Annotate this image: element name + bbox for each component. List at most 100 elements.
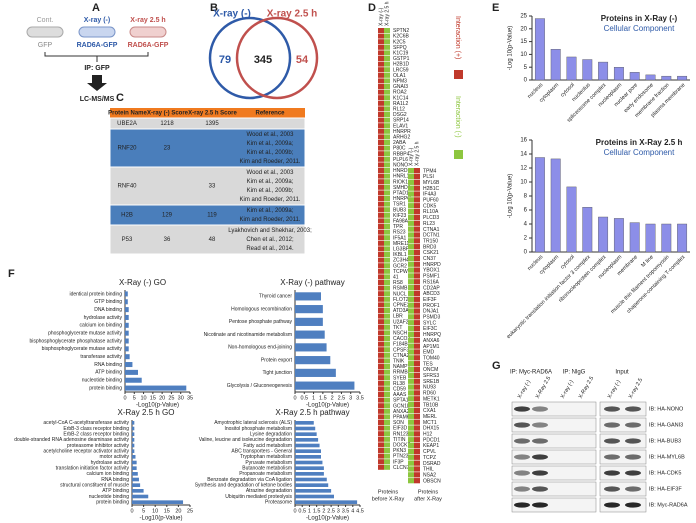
table-cell: RNF20 <box>117 146 137 152</box>
heatmap-cell <box>408 337 414 343</box>
heatmap-cell <box>414 448 420 455</box>
y-tick-label: Amyotrophic lateral sclerosis (ALS) <box>214 420 292 426</box>
y-tick-label: Lysine degradation <box>250 431 292 437</box>
heatmap-cell <box>408 478 414 484</box>
bar <box>566 186 577 253</box>
caption: after X-Ray <box>414 496 442 502</box>
table-cell: Read et al., 2014. <box>246 246 294 252</box>
group-header: IP: NlgG <box>563 370 586 376</box>
bar <box>125 354 130 360</box>
band <box>625 406 641 412</box>
heatmap-cell <box>414 249 420 256</box>
caption: Proteins <box>378 489 398 495</box>
heatmap-cell <box>378 285 384 291</box>
bar <box>677 75 688 81</box>
x-tick-label: 0 <box>293 395 296 401</box>
bar <box>295 330 325 339</box>
lane-label: X-ray (-) <box>560 379 575 400</box>
gene-label: CPSF3 <box>393 347 409 353</box>
x-axis-label: -Log10(p-Value) <box>140 516 183 522</box>
gene-label: K2C6B <box>393 34 410 40</box>
venn-title: X-ray (-) <box>213 9 251 20</box>
heatmap-cell <box>414 419 420 425</box>
gene-label: MERL <box>423 414 437 420</box>
gene-label: CDK5 <box>423 203 437 209</box>
bar <box>132 449 135 453</box>
heatmap-cell <box>384 224 390 229</box>
bar <box>645 223 656 253</box>
table-cell: Kim et al., 2009a; <box>247 208 294 214</box>
heatmap-cell <box>384 173 390 179</box>
heatmap-cell <box>414 325 420 332</box>
y-tick-label: Fatty acid metabolism <box>243 443 292 449</box>
x-tick-label: 25 <box>187 508 193 514</box>
y-tick-label: double-stranded RNA adenosine deaminase … <box>14 437 129 443</box>
y-tick-label: DNA binding <box>94 307 122 313</box>
heatmap-cell <box>378 425 384 431</box>
heatmap-cell <box>414 413 420 419</box>
heatmap-cell <box>384 106 390 112</box>
band <box>604 470 620 476</box>
y-tick-label: calcium ion binding <box>79 323 122 329</box>
heatmap-cell <box>408 442 414 449</box>
heatmap-cell <box>384 184 390 190</box>
table-cell: 36 <box>164 237 171 243</box>
heatmap-cell <box>378 145 384 151</box>
table-row <box>109 128 306 168</box>
x-tick-label: 15 <box>164 508 170 514</box>
heatmap-cell <box>414 255 420 261</box>
gene-label: RA1L2 <box>393 101 409 107</box>
table-cell: 33 <box>209 184 216 190</box>
heatmap-cell <box>378 168 384 173</box>
heatmap-cell <box>414 273 420 279</box>
heatmap-cell <box>408 197 414 203</box>
heatmap-cell <box>408 349 414 355</box>
heatmap-cell <box>408 361 414 367</box>
heatmap-cell <box>384 168 390 173</box>
heatmap-cell <box>384 302 390 308</box>
band <box>625 438 641 444</box>
condition: X-ray (-) <box>84 17 110 24</box>
heatmap-cell <box>408 308 414 314</box>
heatmap-cell <box>378 140 384 145</box>
heatmap-cell <box>384 67 390 73</box>
bar <box>295 443 320 448</box>
gene-label: IF4A3 <box>423 192 437 198</box>
heatmap-cell <box>384 145 390 151</box>
heatmap-cell <box>378 280 384 285</box>
y-tick-label: 0 <box>524 250 528 256</box>
band <box>604 406 620 412</box>
gene-label: EIF3C <box>423 326 438 332</box>
heatmap-cell <box>414 478 420 484</box>
gene-label: KIF23 <box>393 213 407 219</box>
blot <box>599 465 647 481</box>
bar <box>295 292 321 301</box>
gene-label: H12 <box>423 432 432 438</box>
heatmap-cell <box>384 201 390 207</box>
gene-label: K2C5 <box>393 39 406 45</box>
bar <box>677 223 688 253</box>
y-tick-label: hydrolase activity <box>91 460 130 466</box>
bar <box>125 307 129 313</box>
heatmap-cell <box>384 95 390 101</box>
gene-label: ABCD3 <box>423 291 440 297</box>
gene-label: DSG2 <box>393 112 407 118</box>
heatmap-cell <box>378 414 384 420</box>
heatmap-cell <box>408 448 414 455</box>
gene-label: SRE1B <box>423 379 440 385</box>
column-header: X-ray (-) <box>378 7 384 26</box>
x-tick-label: 0.5 <box>300 395 308 401</box>
blot-label: IB: HA-EIF3F <box>649 486 682 492</box>
heatmap-cell <box>384 246 390 252</box>
heatmap-cell <box>408 244 414 250</box>
chart-title: X-Ray 2.5 h pathway <box>275 408 349 417</box>
heatmap-cell <box>384 352 390 358</box>
x-axis-label: -Log10(p-Value) <box>306 403 349 409</box>
y-tick-label: Homologous recombination <box>231 306 292 312</box>
gene-label: NSA2 <box>423 472 436 478</box>
blot-label: IB: HA-BUB3 <box>649 438 681 444</box>
y-tick-label: 2 <box>524 236 528 242</box>
gene-label: DCTN1 <box>423 233 440 239</box>
heatmap-cell <box>384 190 390 196</box>
gene-label: PSMD3 <box>423 315 440 321</box>
